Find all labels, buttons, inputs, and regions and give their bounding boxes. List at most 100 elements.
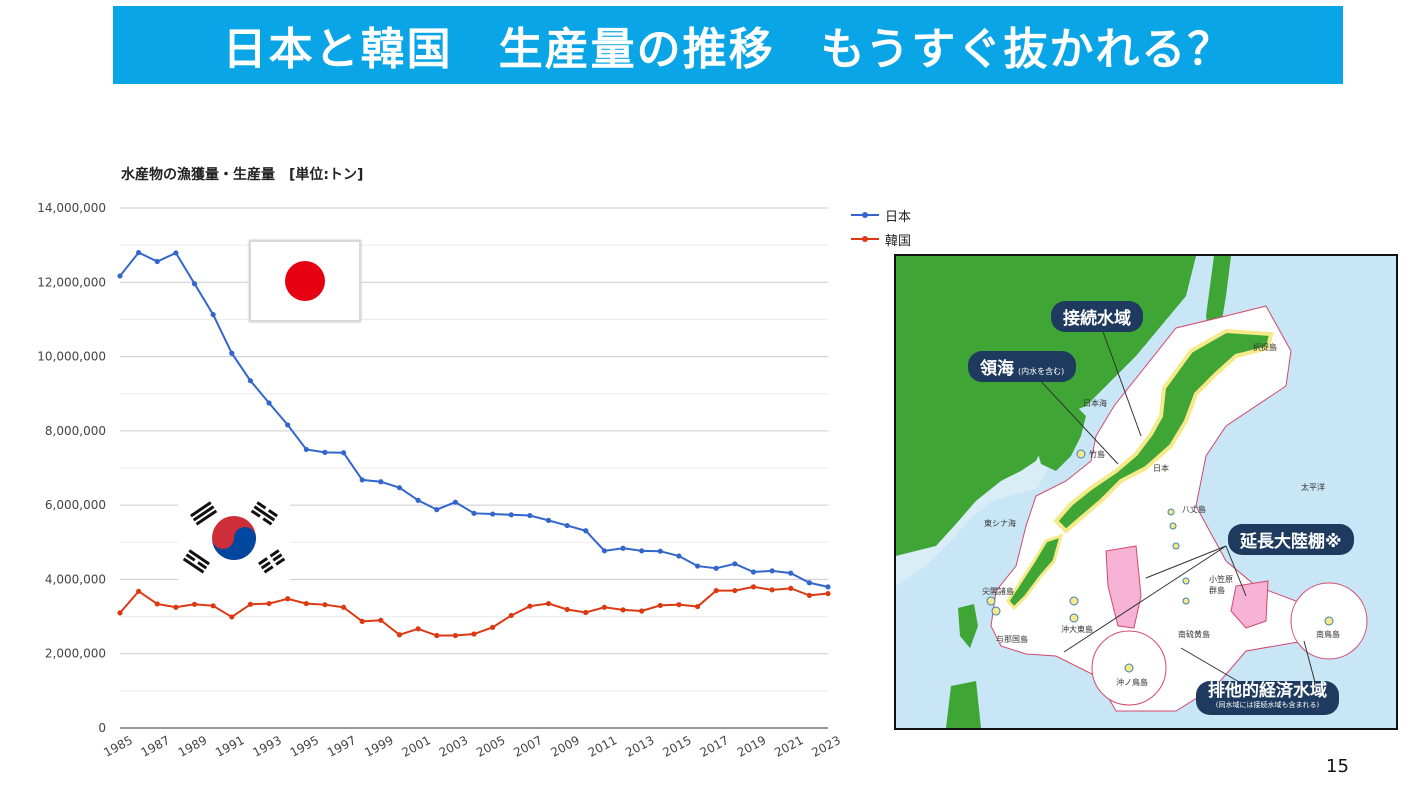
chart-series (117, 249, 831, 639)
legend-item-japan: 日本 (851, 203, 911, 227)
data-point (545, 600, 552, 607)
map-place-east-china-sea: 東シナ海 (984, 519, 1016, 528)
x-tick-label: 2021 (772, 733, 806, 760)
y-tick-label: 10,000,000 (37, 350, 106, 364)
data-point (229, 350, 235, 356)
series-1 (117, 584, 831, 639)
japan-maritime-map: 接続水域 領海 (内水を含む) 延長大陸棚※ 排他的経済水域 (同水域には接続水域… (894, 254, 1398, 730)
data-point (285, 422, 291, 428)
data-point (750, 584, 757, 590)
japan-flag-sun (285, 261, 325, 301)
japan-flag-icon (249, 240, 361, 322)
data-point (694, 563, 701, 569)
data-point (564, 522, 570, 529)
y-tick-label: 14,000,000 (37, 201, 106, 215)
data-point (527, 512, 533, 519)
data-point (303, 446, 309, 453)
map-label-territorial-sea-note: (内水を含む) (1018, 367, 1065, 376)
data-point (452, 632, 458, 639)
data-point (694, 603, 701, 610)
data-point (415, 497, 421, 503)
x-tick-label: 2019 (735, 733, 769, 760)
x-tick-label: 2011 (586, 733, 620, 760)
map-place-okinotori: 沖ノ鳥島 (1116, 678, 1148, 687)
x-tick-label: 2007 (511, 733, 545, 760)
map-place-takeshima: 竹島 (1089, 450, 1105, 459)
korea-flag-icon (178, 496, 290, 580)
y-tick-label: 6,000,000 (45, 498, 106, 512)
legend-label-japan: 日本 (885, 209, 912, 225)
data-point (788, 570, 794, 576)
data-point (247, 378, 254, 384)
data-point (676, 602, 682, 608)
data-point (639, 548, 645, 554)
data-point (285, 596, 291, 602)
x-tick-label: 1985 (101, 733, 135, 760)
data-point (825, 590, 831, 597)
map-place-japan: 日本 (1153, 464, 1169, 473)
data-point (266, 600, 272, 607)
data-point (601, 548, 608, 554)
data-point (322, 602, 328, 608)
data-point (415, 626, 421, 632)
data-point (806, 580, 812, 586)
map-place-pacific: 太平洋 (1301, 483, 1325, 492)
x-tick-label: 1993 (250, 733, 284, 760)
x-axis-ticks: 1985 1987 1989 1991 1993 1995 1997 1999 2001 2003… (101, 733, 843, 760)
data-point (396, 632, 403, 638)
y-tick-label: 8,000,000 (45, 424, 106, 438)
map-place-sea-of-japan: 日本海 (1083, 399, 1107, 408)
x-tick-label: 2017 (698, 733, 732, 760)
data-point (564, 606, 570, 613)
data-point (210, 312, 216, 318)
data-point (229, 614, 235, 620)
x-tick-label: 2009 (549, 733, 583, 760)
x-tick-label: 1997 (325, 733, 359, 760)
data-point (452, 499, 458, 505)
data-point (434, 632, 440, 639)
x-tick-label: 1995 (288, 733, 322, 760)
data-point (303, 600, 309, 607)
data-point (713, 565, 719, 571)
chart-title: 水産物の漁獲量・生産量 [単位:トン] (121, 167, 364, 183)
data-point (378, 617, 384, 623)
map-place-ogasawara-1: 小笠原 (1209, 575, 1233, 584)
data-point (676, 553, 682, 559)
map-label-eez: 排他的経済水域 (同水域には接続水域も含まれる) (1196, 681, 1339, 715)
data-point (583, 609, 589, 616)
data-point (117, 610, 123, 616)
x-tick-label: 2015 (660, 733, 694, 760)
data-point (657, 602, 663, 609)
data-point (508, 512, 514, 518)
data-point (136, 588, 142, 594)
data-point (340, 604, 347, 610)
y-tick-label: 2,000,000 (45, 647, 106, 661)
data-point (266, 400, 272, 406)
data-point (788, 585, 794, 591)
chart-grid (120, 207, 828, 729)
y-tick-label: 12,000,000 (37, 275, 106, 289)
slide-title: 日本と韓国 生産量の推移 もうすぐ抜かれる？ (113, 6, 1343, 84)
data-point (732, 561, 738, 567)
data-point (508, 612, 514, 619)
data-point (154, 258, 160, 265)
x-tick-label: 2001 (399, 733, 433, 760)
data-point (769, 568, 775, 574)
data-point (527, 603, 533, 609)
x-tick-label: 2005 (474, 733, 508, 760)
x-tick-label: 2023 (809, 733, 843, 760)
data-point (173, 250, 179, 256)
data-point (117, 273, 123, 279)
data-point (396, 485, 403, 491)
data-point (825, 584, 831, 590)
series-line (119, 585, 829, 637)
data-point (359, 477, 365, 483)
x-tick-label: 1991 (213, 733, 247, 760)
x-tick-label: 1999 (362, 733, 396, 760)
map-label-eez-note: (同水域には接続水域も含まれる) (1215, 701, 1320, 709)
data-point (247, 601, 254, 607)
map-place-ogasawara-2: 群島 (1209, 586, 1225, 595)
data-point (136, 249, 142, 256)
data-point (620, 545, 626, 551)
data-point (154, 601, 160, 607)
